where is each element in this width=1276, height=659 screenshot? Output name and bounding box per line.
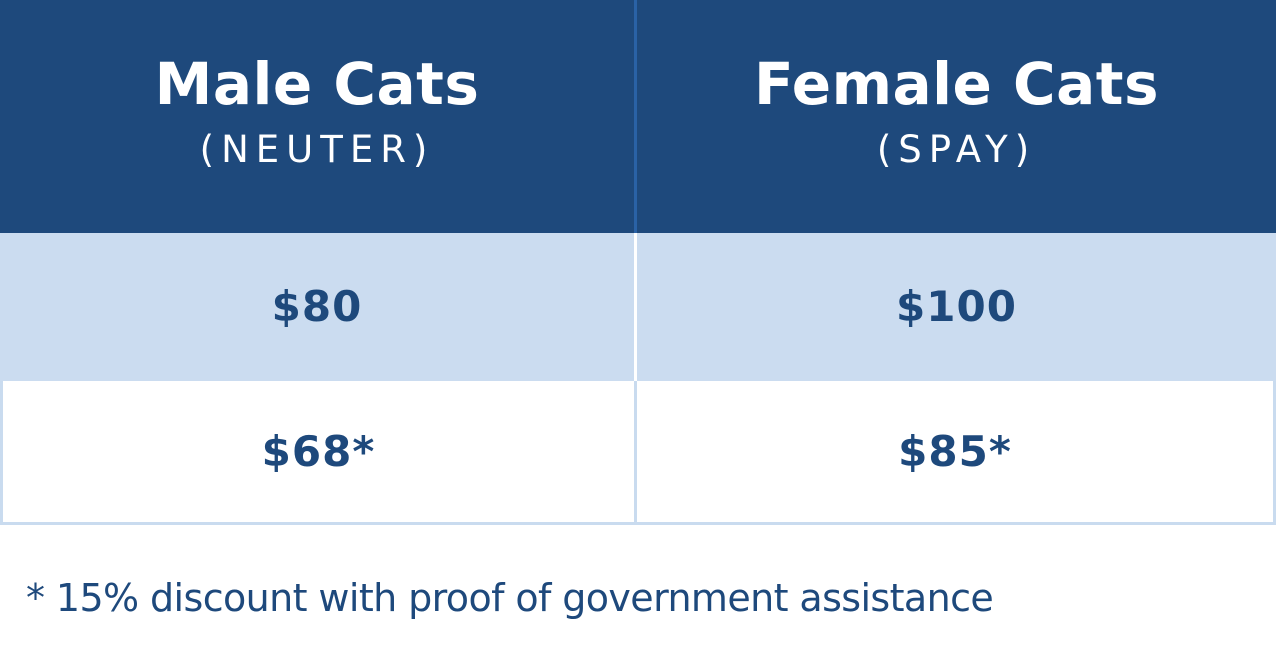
- male-cats-title: Male Cats: [154, 50, 480, 118]
- male-regular-price-cell: $80: [0, 233, 637, 381]
- male-discount-price: $68*: [261, 426, 376, 476]
- female-cats-header: Female Cats (SPAY): [637, 0, 1276, 233]
- male-cats-header: Male Cats (NEUTER): [0, 0, 637, 233]
- female-cats-subtitle: (SPAY): [876, 128, 1037, 171]
- discount-footnote: * 15% discount with proof of government …: [26, 576, 994, 620]
- female-cats-title: Female Cats: [753, 50, 1160, 118]
- male-regular-price: $80: [271, 282, 363, 331]
- male-cats-subtitle: (NEUTER): [199, 128, 435, 171]
- female-regular-price: $100: [896, 282, 1017, 331]
- male-discount-price-cell: $68*: [0, 381, 637, 525]
- female-regular-price-cell: $100: [637, 233, 1276, 381]
- female-discount-price: $85*: [898, 426, 1012, 476]
- female-discount-price-cell: $85*: [637, 381, 1276, 525]
- pricing-table: Male Cats (NEUTER) Female Cats (SPAY) $8…: [0, 0, 1276, 525]
